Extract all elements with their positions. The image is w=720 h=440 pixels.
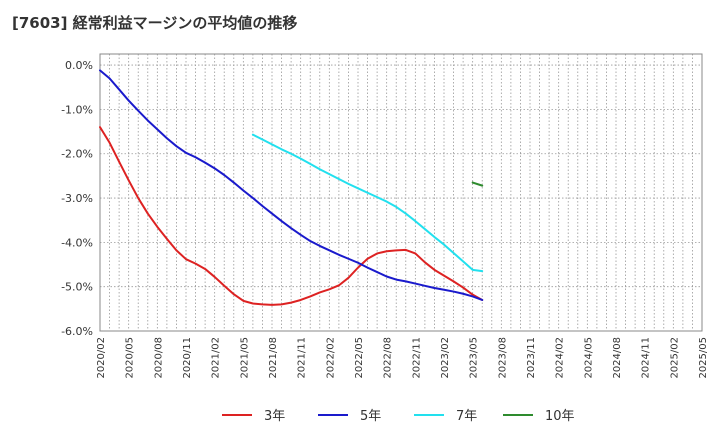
y-tick-label: -6.0% — [61, 325, 93, 338]
x-tick-label: 2022/08 — [383, 337, 394, 379]
series-line-3 — [251, 133, 484, 273]
x-tick-label: 2025/05 — [698, 337, 709, 379]
x-tick-label: 2023/02 — [440, 337, 451, 379]
x-axis-ticks: 2020/02 2020/05 2020/08 2020/11 2021/02 2021/… — [96, 337, 709, 379]
x-tick-label: 2020/11 — [182, 337, 193, 379]
y-tick-label: -1.0% — [61, 103, 93, 116]
x-tick-label: 2024/02 — [555, 337, 566, 379]
legend-label: 7年 — [456, 409, 477, 424]
y-tick-label: -3.0% — [61, 192, 93, 205]
x-tick-label: 2024/08 — [612, 337, 623, 379]
y-tick-label: -5.0% — [61, 281, 93, 294]
plot-area-frame — [99, 53, 703, 332]
x-tick-label: 2021/02 — [211, 337, 222, 379]
legend-label: 3年 — [264, 409, 285, 424]
x-tick-label: 2021/08 — [268, 337, 279, 379]
x-tick-label: 2024/05 — [583, 337, 594, 379]
x-tick-label: 2023/08 — [497, 337, 508, 379]
x-tick-label: 2024/11 — [641, 337, 652, 379]
x-tick-label: 2023/11 — [526, 337, 537, 379]
x-tick-label: 2022/05 — [354, 337, 365, 379]
y-tick-label: 0.0% — [65, 59, 93, 72]
series-lines — [99, 69, 484, 306]
y-tick-label: -2.0% — [61, 148, 93, 161]
x-tick-label: 2022/11 — [411, 337, 422, 379]
grid-lines — [99, 54, 703, 332]
series-line-2 — [99, 69, 484, 301]
series-line-4 — [471, 181, 484, 187]
legend: 3年 5年 7年 10年 — [222, 409, 575, 424]
x-tick-label: 2023/05 — [469, 337, 480, 379]
x-tick-label: 2021/05 — [239, 337, 250, 379]
x-tick-label: 2025/02 — [669, 337, 680, 379]
legend-label: 5年 — [360, 409, 381, 424]
x-tick-label: 2021/11 — [297, 337, 308, 379]
x-tick-label: 2022/02 — [325, 337, 336, 379]
legend-label: 10年 — [545, 409, 575, 424]
x-tick-label: 2020/05 — [125, 337, 136, 379]
y-axis-ticks: 0.0% -1.0% -2.0% -3.0% -4.0% -5.0% -6.0% — [61, 59, 93, 338]
y-tick-label: -4.0% — [61, 236, 93, 249]
x-tick-label: 2020/08 — [153, 337, 164, 379]
series-line-1 — [99, 126, 484, 306]
x-tick-label: 2020/02 — [96, 337, 107, 379]
chart-title: [7603] 経常利益マージンの平均値の推移 — [12, 14, 298, 32]
